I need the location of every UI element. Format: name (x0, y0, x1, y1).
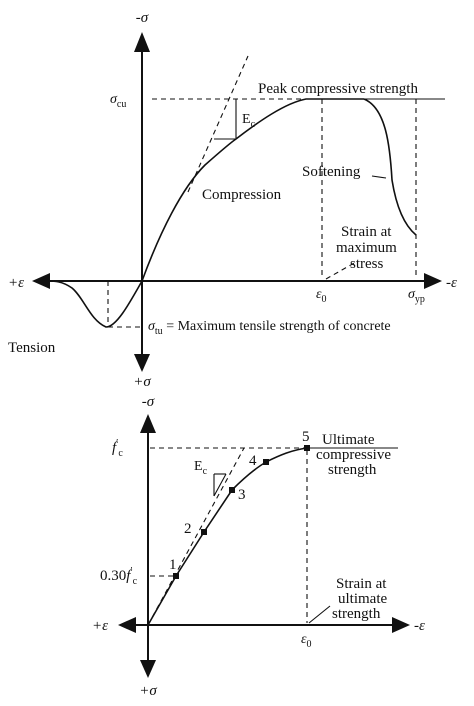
bottom-axis-arrow-left (118, 617, 136, 633)
bottom-ec-label: Ec (194, 459, 208, 477)
top-axis-label-up: -σ (136, 10, 149, 26)
ultimate-label-line-2: compressive (316, 447, 391, 463)
top-axis-label-left: +ε (8, 275, 24, 291)
top-softening-curve (363, 98, 417, 236)
point-label-1: 1 (169, 557, 177, 573)
point-marker-4 (263, 459, 269, 465)
strain-ultimate-line-1: Strain at (336, 576, 387, 592)
strain-max-stress-line-3: stress (350, 256, 383, 272)
bottom-axis-arrow-up (140, 414, 156, 433)
top-axis-label-right: -ε (446, 275, 457, 291)
strain-max-stress-line-1: Strain at (341, 224, 392, 240)
point-marker-1 (173, 573, 179, 579)
strain-ultimate-line-2: ultimate (338, 591, 387, 607)
sigma-cu-label: σcu (110, 92, 126, 110)
bottom-stress-strain-curve (147, 447, 308, 626)
strain-ultimate-line-3: strength (332, 606, 381, 622)
point-marker-3 (229, 487, 235, 493)
point-marker-2 (201, 529, 207, 535)
sigma-yp-label: σyp (408, 287, 425, 305)
fc30-label: 0.30f′c (100, 566, 138, 587)
fc-label: f′c (112, 438, 123, 459)
bottom-axis-label-up: -σ (142, 394, 155, 410)
tension-label: Tension (8, 340, 56, 356)
point-label-2: 2 (184, 521, 192, 537)
top-axis-label-down: +σ (133, 374, 151, 390)
strain-max-stress-line-2: maximum (336, 240, 397, 256)
top-axis-arrow-up (134, 32, 150, 52)
bottom-tangent-modulus-line (147, 447, 245, 626)
top-epsilon0-label: ε0 (316, 287, 327, 305)
top-tension-curve (47, 280, 143, 328)
bottom-axis-label-down: +σ (139, 683, 157, 699)
sigma-tu-label: σtu = Maximum tensile strength of concre… (148, 319, 391, 337)
top-ec-label: Ec (242, 112, 256, 130)
strain-ultimate-leader (308, 605, 331, 624)
bottom-axis-label-right: -ε (414, 618, 425, 634)
top-compression-curve (141, 98, 364, 282)
bottom-epsilon0-label: ε0 (301, 632, 312, 650)
strain-max-stress-leader (325, 261, 357, 280)
point-label-5: 5 (302, 429, 310, 445)
top-axis-arrow-down (134, 354, 150, 372)
peak-strength-label: Peak compressive strength (258, 81, 418, 97)
ultimate-label-line-3: strength (328, 462, 377, 478)
top-diagram: -σ +σ +ε -ε σcu Peak compressive strengt… (8, 10, 457, 390)
bottom-diagram: -σ +σ +ε -ε 1 2 3 4 5 f′c (92, 394, 425, 699)
top-tangent-modulus-line (187, 55, 249, 193)
bottom-axis-label-left: +ε (92, 618, 108, 634)
point-marker-5 (304, 445, 310, 451)
top-axis-arrow-right (424, 273, 442, 289)
bottom-ec-triangle-hyp (213, 473, 227, 497)
top-axis-arrow-left (32, 273, 50, 289)
softening-label: Softening (302, 164, 361, 180)
softening-leader (371, 175, 387, 179)
ultimate-label-line-1: Ultimate (322, 432, 375, 448)
bottom-axis-arrow-down (140, 660, 156, 678)
point-label-3: 3 (238, 487, 246, 503)
bottom-axis-arrow-right (392, 617, 410, 633)
compression-label: Compression (202, 187, 282, 203)
point-label-4: 4 (249, 453, 257, 469)
